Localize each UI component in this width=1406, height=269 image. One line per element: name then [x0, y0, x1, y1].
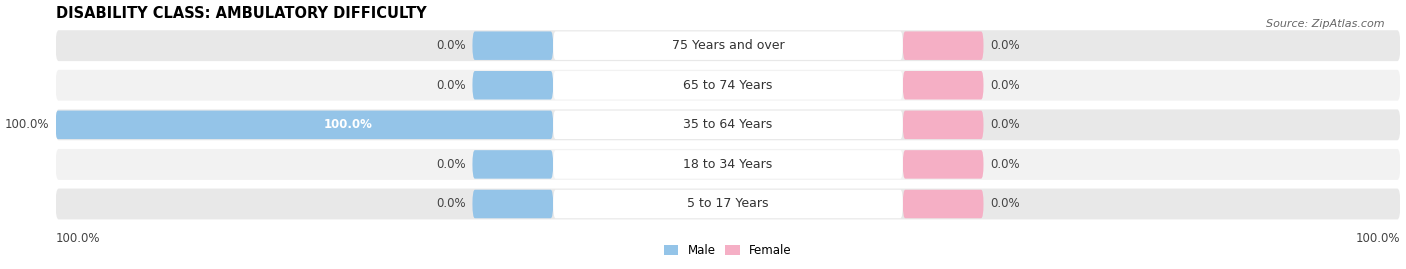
FancyBboxPatch shape — [472, 150, 553, 179]
Text: 75 Years and over: 75 Years and over — [672, 39, 785, 52]
FancyBboxPatch shape — [553, 150, 903, 179]
FancyBboxPatch shape — [553, 31, 903, 60]
Text: 18 to 34 Years: 18 to 34 Years — [683, 158, 773, 171]
FancyBboxPatch shape — [472, 31, 553, 60]
Legend: Male, Female: Male, Female — [659, 239, 796, 261]
FancyBboxPatch shape — [903, 71, 984, 100]
FancyBboxPatch shape — [55, 30, 1400, 61]
Text: 0.0%: 0.0% — [990, 197, 1019, 210]
Text: 0.0%: 0.0% — [990, 158, 1019, 171]
FancyBboxPatch shape — [55, 70, 1400, 101]
FancyBboxPatch shape — [903, 190, 984, 218]
FancyBboxPatch shape — [553, 71, 903, 100]
FancyBboxPatch shape — [903, 111, 984, 139]
FancyBboxPatch shape — [903, 150, 984, 179]
Text: 65 to 74 Years: 65 to 74 Years — [683, 79, 773, 92]
Text: 0.0%: 0.0% — [436, 158, 465, 171]
Text: 0.0%: 0.0% — [990, 118, 1019, 131]
FancyBboxPatch shape — [55, 111, 553, 139]
Text: 0.0%: 0.0% — [436, 79, 465, 92]
Text: Source: ZipAtlas.com: Source: ZipAtlas.com — [1267, 19, 1385, 29]
Text: 0.0%: 0.0% — [990, 39, 1019, 52]
FancyBboxPatch shape — [55, 109, 1400, 140]
FancyBboxPatch shape — [55, 189, 1400, 220]
Text: 100.0%: 100.0% — [4, 118, 49, 131]
FancyBboxPatch shape — [553, 111, 903, 139]
Text: 0.0%: 0.0% — [436, 197, 465, 210]
Text: 5 to 17 Years: 5 to 17 Years — [688, 197, 769, 210]
FancyBboxPatch shape — [553, 190, 903, 218]
FancyBboxPatch shape — [472, 190, 553, 218]
Text: DISABILITY CLASS: AMBULATORY DIFFICULTY: DISABILITY CLASS: AMBULATORY DIFFICULTY — [55, 6, 426, 20]
Text: 100.0%: 100.0% — [323, 118, 373, 131]
FancyBboxPatch shape — [55, 149, 1400, 180]
Text: 0.0%: 0.0% — [990, 79, 1019, 92]
Text: 0.0%: 0.0% — [436, 39, 465, 52]
Text: 35 to 64 Years: 35 to 64 Years — [683, 118, 773, 131]
Text: 100.0%: 100.0% — [1355, 232, 1400, 245]
Text: 100.0%: 100.0% — [55, 232, 100, 245]
FancyBboxPatch shape — [903, 31, 984, 60]
FancyBboxPatch shape — [472, 71, 553, 100]
